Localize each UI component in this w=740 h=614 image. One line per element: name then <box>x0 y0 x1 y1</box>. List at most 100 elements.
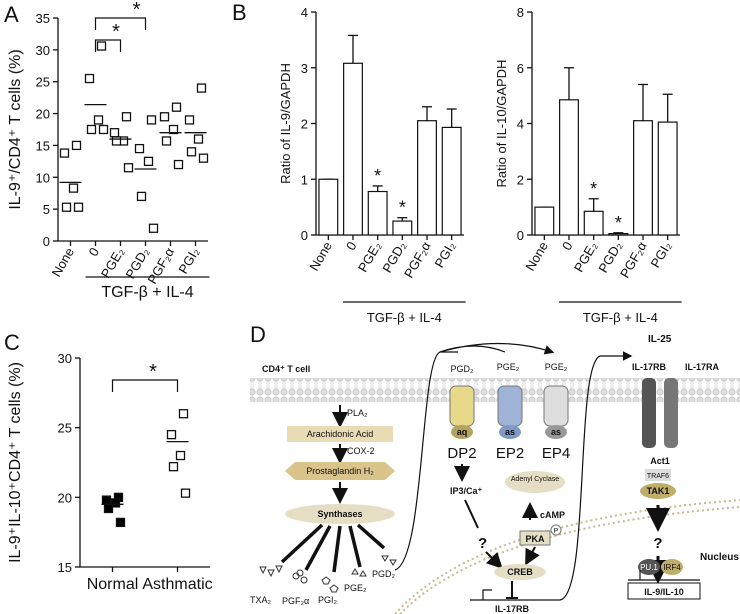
y-tick-label: 0 <box>301 228 308 243</box>
point <box>96 41 107 51</box>
pathway-node: IRF4 <box>663 563 681 572</box>
receptor: DP2 <box>447 445 476 462</box>
pathway-node: TAK1 <box>647 486 670 496</box>
pathway-node: Act1 <box>650 456 670 466</box>
panel-letter: A <box>4 2 19 27</box>
bar <box>392 220 413 236</box>
significance: * <box>374 166 381 186</box>
pathway-node: Adenyl Cyclase <box>511 476 559 483</box>
point <box>171 102 182 112</box>
point <box>184 115 195 125</box>
point <box>121 112 132 122</box>
x-tick-label: PGE₂ <box>571 239 600 275</box>
box <box>645 469 671 481</box>
ellipse <box>505 471 565 493</box>
y-tick-label: 0 <box>43 234 50 249</box>
x-tick-label: PGF₂α <box>144 245 177 287</box>
point <box>175 450 186 461</box>
point <box>123 163 134 173</box>
point <box>161 136 172 146</box>
inhibit <box>506 581 518 599</box>
x-tick-label: 0 <box>559 239 576 253</box>
point <box>196 83 207 93</box>
point <box>86 124 97 135</box>
arrow <box>485 551 503 569</box>
significance: * <box>615 213 622 233</box>
pathway-node: cAMP <box>540 510 565 520</box>
point <box>166 429 177 440</box>
panel-letter: C <box>4 330 20 355</box>
y-tick-label: 2 <box>517 172 524 187</box>
receptor: EP2 <box>496 445 524 462</box>
bar <box>608 233 629 236</box>
arrow <box>464 499 479 529</box>
point <box>134 143 145 154</box>
membrane <box>250 378 740 402</box>
point <box>136 191 147 202</box>
panel-letter: B <box>232 0 247 25</box>
receptors <box>449 385 569 439</box>
point <box>186 147 197 157</box>
g-protein: as <box>505 427 515 437</box>
point <box>110 498 121 508</box>
arrow <box>394 351 458 571</box>
point <box>93 115 104 125</box>
point <box>61 202 72 212</box>
y-tick-label: 15 <box>36 138 50 153</box>
y-tick-label: 20 <box>58 490 72 505</box>
point <box>173 159 184 170</box>
product: PGF₂α <box>282 596 309 606</box>
bracket <box>94 39 122 52</box>
x-tick-label: PGI₂ <box>175 245 202 276</box>
ligand: PGE₂ <box>545 362 568 372</box>
pathway-node: IP3/Ca⁺ <box>450 486 483 496</box>
phospho <box>550 524 562 536</box>
bracket <box>94 17 147 30</box>
point <box>148 223 159 233</box>
x-tick-label: PGI₂ <box>648 239 675 270</box>
step: Prostaglandin H₂ <box>306 466 374 476</box>
x-tick-label: 0 <box>343 239 360 253</box>
receptor-shape <box>642 378 656 448</box>
arrow <box>439 342 552 353</box>
pathway-node: PKA <box>525 534 545 544</box>
y-tick-label: 2 <box>301 117 308 132</box>
point <box>193 134 204 144</box>
gene-label: IL-9/IL-10 <box>644 587 684 597</box>
bar <box>583 210 604 236</box>
x-tick-label: None <box>306 239 335 273</box>
point <box>178 409 189 419</box>
product: TXA₂ <box>250 595 272 605</box>
y-tick-label: 6 <box>517 61 524 76</box>
pathway-node: TRAF6 <box>647 473 669 480</box>
bar <box>633 120 653 236</box>
y-tick-label: 1 <box>301 172 308 187</box>
bracket <box>111 379 179 392</box>
x-tick-label: Asthmatic <box>142 576 212 593</box>
group-label: TGF-β + IL-4 <box>101 284 193 301</box>
x-tick-label: PGE₂ <box>355 239 384 275</box>
point <box>168 462 179 472</box>
point <box>111 136 122 146</box>
y-axis-label: IL-9⁺IL-10⁺CD4⁺ T cells (%) <box>7 362 24 563</box>
gene <box>470 589 560 601</box>
region-label: Nucleus <box>700 552 739 563</box>
bar <box>534 206 555 236</box>
y-tick-label: 35 <box>36 11 50 26</box>
y-tick-label: 20 <box>36 107 50 122</box>
hexagon <box>285 462 395 480</box>
point <box>59 148 70 158</box>
y-tick-label: 25 <box>36 75 50 90</box>
g-protein: as <box>551 427 561 437</box>
bar <box>559 99 579 236</box>
step: PLA₂ <box>347 408 368 418</box>
arrow <box>559 351 633 601</box>
y-tick-label: 15 <box>58 560 72 575</box>
x-tick-label: Normal <box>87 576 139 593</box>
x-tick-label: None <box>522 239 551 273</box>
group-label: TGF-β + IL-4 <box>583 310 658 325</box>
pathway-diagram: D CD4⁺ T cell PLA₂ Arachidonic Acid COX-… <box>250 322 740 614</box>
product-icons <box>259 555 397 593</box>
x-tick-label: None <box>49 245 78 279</box>
